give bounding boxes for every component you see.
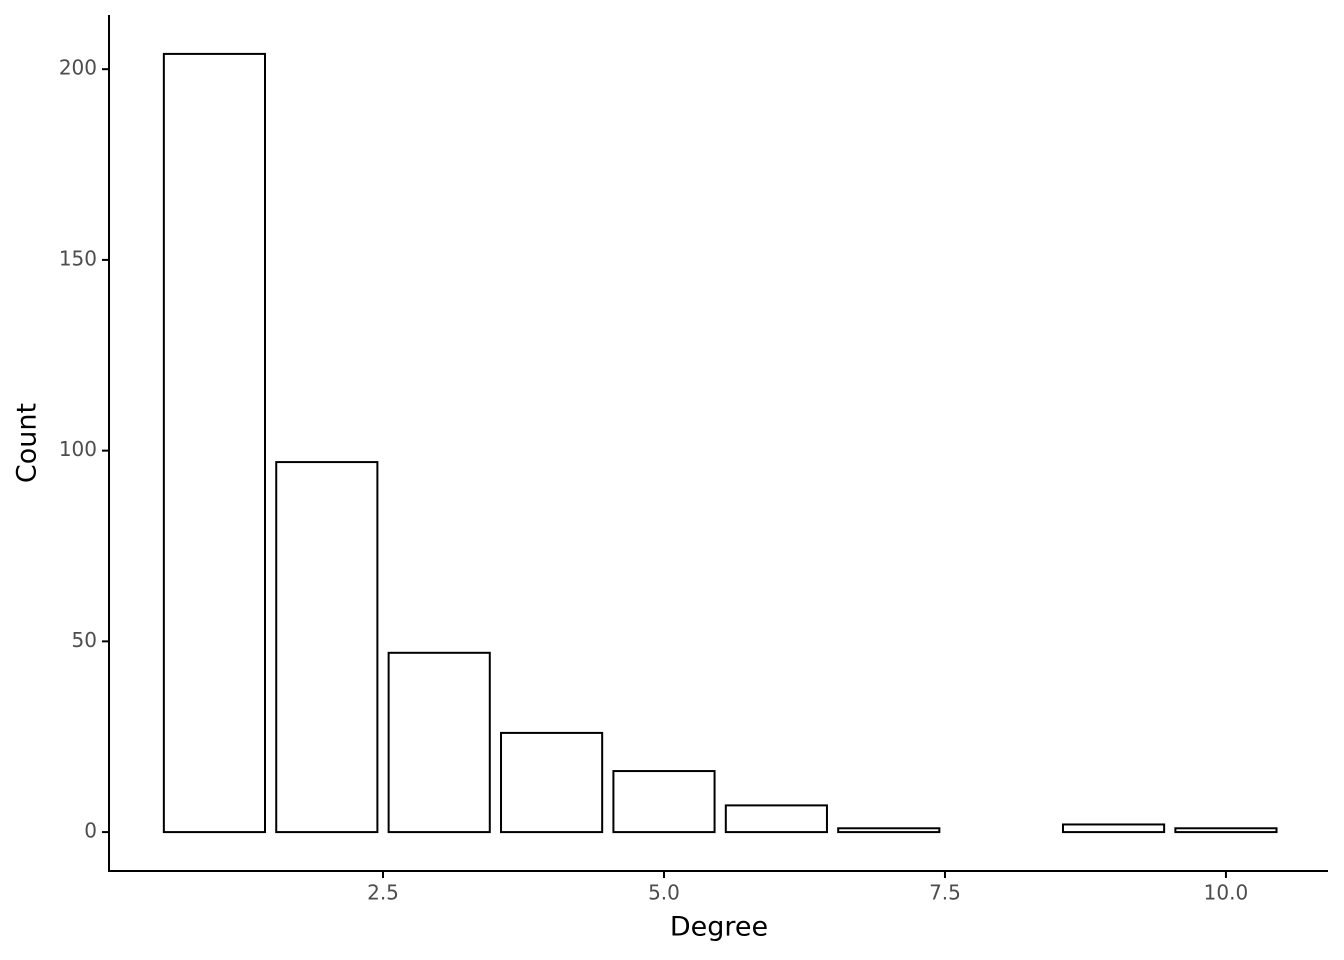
bar bbox=[275, 461, 379, 834]
bar bbox=[724, 804, 828, 834]
x-tick-label: 7.5 bbox=[929, 881, 961, 905]
y-tick-label: 200 bbox=[59, 56, 97, 80]
y-tick-label: 150 bbox=[59, 246, 97, 270]
x-tick-label: 10.0 bbox=[1204, 881, 1249, 905]
bar bbox=[387, 651, 491, 834]
bar bbox=[1061, 823, 1166, 834]
bar bbox=[837, 827, 941, 834]
x-axis-label: Degree bbox=[670, 912, 768, 943]
bar bbox=[162, 52, 266, 834]
bar bbox=[500, 731, 604, 834]
y-tick-label: 50 bbox=[72, 628, 97, 652]
x-tick-label: 2.5 bbox=[367, 881, 399, 905]
y-tick-label: 100 bbox=[59, 437, 97, 461]
y-axis-label: Count bbox=[12, 403, 43, 483]
bar bbox=[612, 770, 716, 834]
x-tick-label: 5.0 bbox=[648, 881, 680, 905]
y-tick-label: 0 bbox=[84, 819, 97, 843]
bar bbox=[1174, 827, 1278, 834]
